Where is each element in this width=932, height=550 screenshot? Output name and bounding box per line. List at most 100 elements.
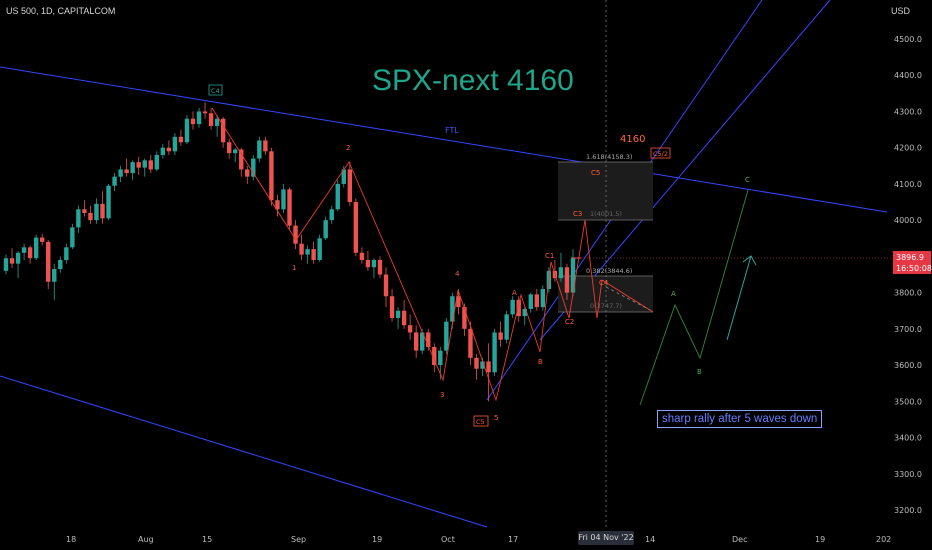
wave-label-C5: C5 <box>591 169 600 177</box>
time-axis[interactable]: 18 Aug 15 Sep 19 Oct 17 14 Dec 19 202 <box>66 535 891 544</box>
projection-path <box>639 189 749 406</box>
candle-body <box>263 140 268 152</box>
candle-body <box>214 118 220 126</box>
candle-body <box>317 238 322 261</box>
price-tick-3500: 3500.0 <box>894 397 922 406</box>
candle-body <box>389 296 395 318</box>
candle-body <box>371 260 377 268</box>
candle-body <box>136 162 141 168</box>
candle-body <box>88 212 93 221</box>
candle-body <box>226 142 232 154</box>
bar-countdown: 16:50:08 <box>896 264 932 273</box>
projection: A B C <box>639 176 757 406</box>
candle-body <box>76 209 81 228</box>
price-tick-3800: 3800.0 <box>894 289 922 298</box>
candle-body <box>233 149 238 154</box>
candle-body <box>323 220 328 239</box>
candle-body <box>329 209 334 221</box>
price-tick-4200: 4200.0 <box>894 144 922 153</box>
candle-body <box>46 241 51 282</box>
wave-label-3: 3 <box>440 391 444 399</box>
candle-body <box>504 314 509 340</box>
candle-body <box>353 202 359 253</box>
wave-box-c5-bottom-label: C5 <box>476 418 485 426</box>
currency-label: USD <box>890 6 910 16</box>
wave-box-c4-label: C4 <box>211 87 220 95</box>
price-axis[interactable]: 3200.0 3300.0 3400.0 3500.0 3600.0 3700.0 3800… <box>894 35 922 515</box>
wave-label-C3: C3 <box>573 210 582 218</box>
ftl-trendline <box>0 66 888 213</box>
candle-body <box>395 310 401 318</box>
candle-body <box>33 237 39 259</box>
time-tick-9: 19 <box>815 535 825 544</box>
candle-body <box>148 160 153 170</box>
fib-label-1618: 1.618(4158.3) <box>586 153 632 161</box>
candle-body <box>70 227 75 248</box>
price-tick-4300: 4300.0 <box>894 107 922 116</box>
wave-label-C4: C4 <box>599 279 609 287</box>
wave-label-4: 4 <box>455 270 460 278</box>
candle-body <box>245 169 250 177</box>
candle-body <box>154 154 159 170</box>
time-tick-1: Aug <box>138 535 154 544</box>
candle-body <box>498 332 503 340</box>
wave-label-2: 2 <box>346 144 350 152</box>
wave-label-C1: C1 <box>545 252 554 260</box>
candle-body <box>106 185 111 219</box>
candle-body <box>341 169 346 184</box>
candle-body <box>510 299 515 315</box>
candle-body <box>311 249 316 261</box>
projection-label-B: B <box>697 368 702 376</box>
candle-body <box>450 296 455 322</box>
candle-body <box>570 257 576 293</box>
candle-body <box>359 252 365 261</box>
candle-body <box>39 237 45 242</box>
wave-box-c5-bottom <box>473 415 489 427</box>
candle-body <box>166 147 172 152</box>
candle-body <box>492 332 497 373</box>
wave-label-C2: C2 <box>565 318 574 326</box>
candle-body <box>112 176 117 186</box>
candle-body <box>251 158 256 177</box>
candle-body <box>365 260 371 268</box>
wave-box-c52 <box>650 147 671 159</box>
candle-body <box>275 200 280 210</box>
wave-c4-dashed <box>605 286 651 311</box>
candle-body <box>281 189 286 210</box>
candle-body <box>58 260 63 270</box>
candle-body <box>456 296 461 308</box>
candle-body <box>420 332 425 351</box>
candle-body <box>516 299 521 317</box>
candle-body <box>208 113 214 126</box>
price-tick-4400: 4400.0 <box>894 71 922 80</box>
wave-label-1: 1 <box>292 264 296 272</box>
candle-body <box>196 111 202 125</box>
candle-body <box>468 328 473 358</box>
wave-label-5: 5 <box>494 414 498 422</box>
wave-count: 1 2 3 4 5 A B C1 C2 C3 C4 C5 C4 C5 C5/2 … <box>208 84 671 427</box>
price-tick-3300: 3300.0 <box>894 470 922 479</box>
candle-body <box>178 136 184 143</box>
projection-label-C: C <box>745 176 750 184</box>
current-price-tag: 3896.9 16:50:08 <box>893 251 932 274</box>
time-tick-0: 18 <box>66 535 76 544</box>
candle-body <box>299 243 304 255</box>
candle-body <box>407 325 413 333</box>
candle-body <box>172 136 178 152</box>
fib-zone-upper <box>558 162 653 220</box>
candle-body <box>426 332 431 347</box>
candle-body <box>15 252 21 264</box>
projection-label-A: A <box>671 290 676 298</box>
current-price-value: 3896.9 <box>896 253 924 262</box>
chart-title: SPX-next 4160 <box>372 64 574 97</box>
fib-label-0382: 0.382(3844.6) <box>586 267 632 275</box>
candle-body <box>474 357 479 369</box>
ftl-label: FTL <box>445 126 459 135</box>
crosshair-date-label: Fri 04 Nov '22 <box>578 531 634 545</box>
candle-body <box>293 225 298 244</box>
candle-body <box>432 346 437 366</box>
price-tick-3700: 3700.0 <box>894 325 922 334</box>
candle-body <box>305 249 310 255</box>
candle-body <box>564 267 570 293</box>
